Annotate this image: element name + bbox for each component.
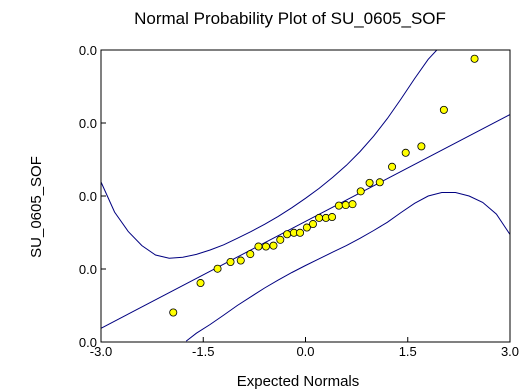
lower-confidence-band <box>185 192 510 342</box>
y-tick-label: 0.0 <box>79 189 97 204</box>
data-point <box>348 200 357 209</box>
x-tick-label: 1.5 <box>399 344 417 359</box>
data-point <box>296 228 305 237</box>
data-point <box>365 178 374 187</box>
data-point <box>334 201 343 210</box>
y-tick-label: 0.0 <box>79 43 97 58</box>
x-tick-label: 3.0 <box>501 344 519 359</box>
data-point <box>375 178 384 187</box>
data-point <box>254 242 263 251</box>
data-point <box>470 54 479 63</box>
x-tick-label: 0.0 <box>296 344 314 359</box>
data-point <box>417 142 426 151</box>
data-point <box>283 230 292 239</box>
data-point <box>302 223 311 232</box>
data-point <box>341 201 350 210</box>
data-point <box>328 213 337 222</box>
upper-confidence-band <box>101 50 438 259</box>
fit-line <box>101 114 510 329</box>
data-point <box>401 148 410 157</box>
data-point <box>213 264 222 273</box>
data-point <box>261 242 270 251</box>
data-point <box>308 220 317 229</box>
clipped-series <box>101 50 510 342</box>
data-point <box>226 257 235 266</box>
chart-title: Normal Probability Plot of SU_0605_SOF <box>134 9 446 28</box>
y-axis-label: SU_0605_SOF <box>28 156 45 258</box>
data-point <box>388 162 397 171</box>
y-tick-label: 0.0 <box>79 262 97 277</box>
data-point <box>246 250 255 259</box>
data-point <box>439 105 448 114</box>
data-point <box>196 279 205 288</box>
x-tick-label: -1.5 <box>192 344 214 359</box>
data-point <box>356 187 365 196</box>
plot-frame <box>100 49 511 343</box>
y-tick-label: 0.0 <box>79 116 97 131</box>
x-axis-label: Expected Normals <box>237 373 360 390</box>
data-point <box>315 213 324 222</box>
x-tick-label: -3.0 <box>90 344 112 359</box>
data-point <box>169 308 178 317</box>
data-point <box>276 235 285 244</box>
data-point <box>236 256 245 265</box>
plot-area: -3.0 -1.5 0.0 1.5 3.0 0.0 0.0 0.0 0.0 0.0 <box>79 43 519 359</box>
data-point <box>269 241 278 250</box>
y-tick-label: 0.0 <box>79 335 97 350</box>
